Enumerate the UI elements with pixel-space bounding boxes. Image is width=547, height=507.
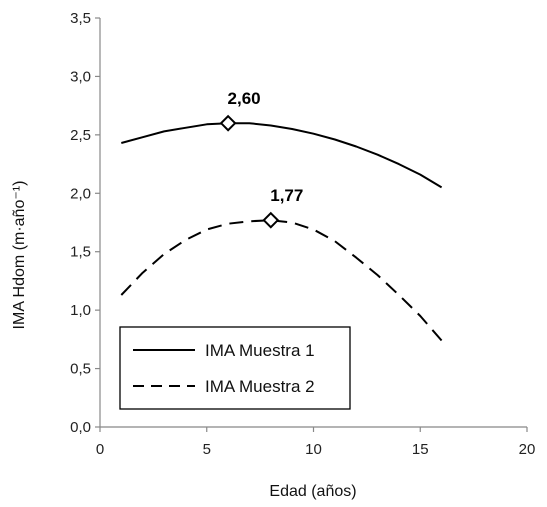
annotations: 2,60 1,77 [219, 89, 303, 229]
y-tick-label: 3,5 [70, 10, 91, 27]
y-tick-label: 2,0 [70, 185, 91, 202]
legend: IMA Muestra 1 IMA Muestra 2 [119, 326, 351, 410]
series-group [120, 122, 443, 342]
x-tick-label: 5 [203, 441, 211, 458]
y-ticks: 0,0 0,5 1,0 1,5 2,0 2,5 3,0 3,5 [70, 10, 100, 436]
legend-box [119, 326, 351, 410]
y-tick-label: 1,5 [70, 244, 91, 261]
y-tick-label: 0,5 [70, 361, 91, 378]
peak-marker-1 [219, 114, 237, 132]
x-tick-label: 10 [305, 441, 322, 458]
x-ticks: 0 5 10 15 20 [96, 427, 536, 458]
y-tick-label: 1,0 [70, 302, 91, 319]
peak-label-1: 2,60 [228, 89, 261, 108]
x-axis-title: Edad (años) [269, 483, 356, 500]
y-tick-label: 0,0 [70, 419, 91, 436]
x-tick-label: 0 [96, 441, 104, 458]
legend-label-series-2: IMA Muestra 2 [205, 377, 315, 396]
peak-marker-2 [262, 211, 280, 229]
y-tick-label: 2,5 [70, 127, 91, 144]
legend-label-series-1: IMA Muestra 1 [205, 341, 315, 360]
series-line-1 [121, 122, 443, 189]
x-tick-label: 20 [519, 441, 536, 458]
y-tick-label: 3,0 [70, 68, 91, 85]
y-axis-title: IMA Hdom (m·año⁻¹) [11, 181, 28, 330]
x-tick-label: 15 [412, 441, 429, 458]
series-line-2 [120, 219, 443, 342]
peak-label-2: 1,77 [270, 186, 303, 205]
